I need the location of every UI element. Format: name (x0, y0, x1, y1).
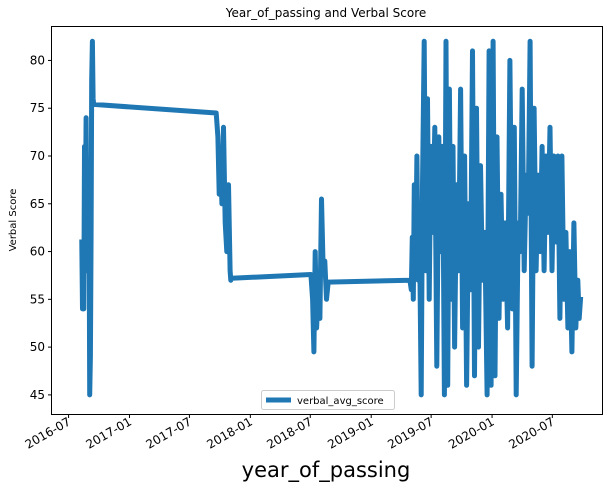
legend-label: verbal_avg_score (297, 396, 384, 407)
y-tick-label: 50 (30, 340, 45, 354)
y-tick-label: 70 (30, 149, 45, 163)
x-axis-label: year_of_passing (242, 458, 411, 483)
y-tick-label: 45 (30, 388, 45, 402)
y-tick-label: 80 (30, 53, 45, 67)
y-axis-label: Verbal Score (8, 189, 19, 252)
y-tick-label: 75 (30, 101, 45, 115)
y-tick-label: 65 (30, 197, 45, 211)
x-axis: 2016-07 2017-01 2017-07 2018-01 2018-07 2019-… (23, 414, 557, 452)
x-tick-label: 2018-01 (204, 414, 254, 451)
y-tick-label: 55 (30, 292, 45, 306)
plot-frame (51, 26, 603, 415)
legend: verbal_avg_score (261, 390, 395, 410)
x-tick-label: 2019-01 (325, 414, 375, 451)
y-axis: 45 50 55 60 65 70 75 80 (30, 53, 52, 402)
plot-area (79, 38, 584, 398)
x-tick-label: 2018-07 (264, 414, 314, 451)
chart-title: Year_of_passing and Verbal Score (225, 6, 427, 20)
x-tick-label: 2020-01 (446, 414, 496, 451)
y-tick-label: 60 (30, 245, 45, 259)
x-tick-label: 2017-07 (143, 414, 193, 451)
x-tick-label: 2020-07 (506, 414, 556, 451)
x-tick-label: 2016-07 (23, 414, 73, 451)
legend-box (261, 390, 395, 410)
x-tick-label: 2019-07 (385, 414, 435, 451)
series-line-0 (79, 38, 584, 398)
x-tick-label: 2017-01 (84, 414, 134, 451)
